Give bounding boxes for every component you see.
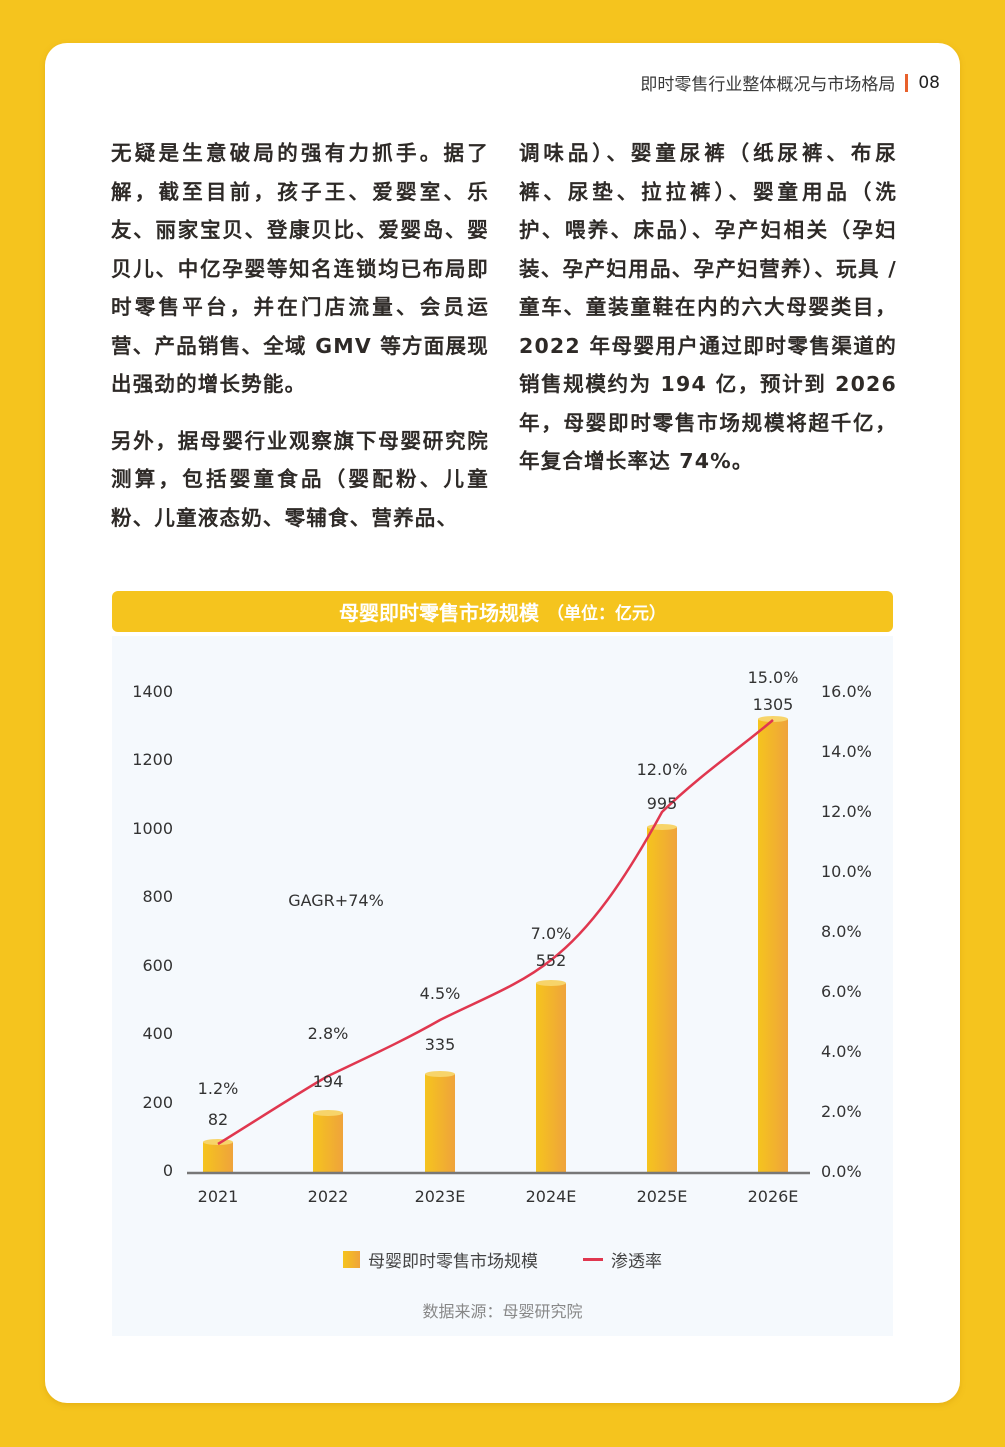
bar-value: 194 bbox=[313, 1072, 344, 1091]
rate-value: 7.0% bbox=[531, 924, 572, 943]
rate-value: 12.0% bbox=[637, 760, 688, 779]
bar-value-labels: 82 194 335 552 995 1305 bbox=[208, 695, 794, 1129]
tick-label: 16.0% bbox=[821, 682, 872, 701]
tick-label: 1000 bbox=[132, 819, 173, 838]
paragraph: 另外，据母婴行业观察旗下母婴研究院测算，包括婴童食品（婴配粉、儿童粉、儿童液态奶… bbox=[111, 428, 489, 530]
bar-2023E bbox=[425, 1074, 455, 1173]
right-axis: 16.0% 14.0% 12.0% 10.0% 8.0% 6.0% 4.0% 2… bbox=[821, 682, 872, 1181]
page-header: 即时零售行业整体概况与市场格局 08 bbox=[640, 70, 940, 96]
tick-label: 14.0% bbox=[821, 742, 872, 761]
bar-2022 bbox=[313, 1113, 343, 1173]
chart-title-bar: 母婴即时零售市场规模 （单位：亿元） bbox=[112, 591, 893, 632]
header-divider bbox=[905, 73, 909, 92]
tick-label: 2.0% bbox=[821, 1102, 862, 1121]
category-label: 2025E bbox=[637, 1187, 688, 1206]
bar-legend-swatch bbox=[343, 1251, 360, 1268]
data-source: 数据来源：母婴研究院 bbox=[422, 1302, 583, 1321]
category-label: 2024E bbox=[526, 1187, 577, 1206]
cagr-annotation: GAGR+74% bbox=[288, 891, 384, 910]
section-title: 即时零售行业整体概况与市场格局 bbox=[640, 75, 896, 95]
tick-label: 0 bbox=[163, 1161, 173, 1180]
chart-title: 母婴即时零售市场规模 bbox=[339, 601, 539, 625]
tick-label: 600 bbox=[142, 956, 173, 975]
bar-2026E bbox=[758, 719, 788, 1173]
tick-label: 200 bbox=[142, 1093, 173, 1112]
bar-value: 552 bbox=[536, 951, 567, 970]
tick-label: 0.0% bbox=[821, 1162, 862, 1181]
rate-value: 15.0% bbox=[748, 668, 799, 687]
bar-value: 1305 bbox=[753, 695, 794, 714]
category-label: 2022 bbox=[308, 1187, 349, 1206]
line-legend-swatch bbox=[583, 1258, 603, 1261]
category-label: 2023E bbox=[415, 1187, 466, 1206]
bars bbox=[203, 716, 788, 1173]
left-axis: 1400 1200 1000 800 600 400 200 0 bbox=[132, 682, 173, 1180]
line-legend-label: 渗透率 bbox=[611, 1252, 662, 1272]
tick-label: 8.0% bbox=[821, 922, 862, 941]
rate-value: 2.8% bbox=[308, 1024, 349, 1043]
bar-value: 335 bbox=[425, 1035, 456, 1054]
rate-value: 1.2% bbox=[198, 1079, 239, 1098]
paragraph: 调味品）、婴童尿裤（纸尿裤、布尿裤、尿垫、拉拉裤）、婴童用品（洗护、喂养、床品）… bbox=[519, 141, 897, 473]
chart-legend: 母婴即时零售市场规模 渗透率 bbox=[0, 1247, 1005, 1272]
category-label: 2021 bbox=[198, 1187, 239, 1206]
tick-label: 6.0% bbox=[821, 982, 862, 1001]
paragraph: 无疑是生意破局的强有力抓手。据了解，截至目前，孩子王、爱婴室、乐友、丽家宝贝、登… bbox=[111, 141, 489, 396]
tick-label: 400 bbox=[142, 1024, 173, 1043]
tick-label: 12.0% bbox=[821, 802, 872, 821]
rate-value: 4.5% bbox=[420, 984, 461, 1003]
bar-2024E bbox=[536, 983, 566, 1173]
rate-labels: 1.2% 2.8% 4.5% 7.0% 12.0% 15.0% bbox=[198, 668, 799, 1098]
text-column-right: 调味品）、婴童尿裤（纸尿裤、布尿裤、尿垫、拉拉裤）、婴童用品（洗护、喂养、床品）… bbox=[519, 134, 897, 499]
bar-2025E bbox=[647, 827, 677, 1173]
bar-legend-label: 母婴即时零售市场规模 bbox=[368, 1252, 538, 1272]
tick-label: 1200 bbox=[132, 750, 173, 769]
bar-value: 995 bbox=[647, 794, 678, 813]
tick-label: 4.0% bbox=[821, 1042, 862, 1061]
tick-label: 800 bbox=[142, 887, 173, 906]
category-label: 2026E bbox=[748, 1187, 799, 1206]
text-column-left: 无疑是生意破局的强有力抓手。据了解，截至目前，孩子王、爱婴室、乐友、丽家宝贝、登… bbox=[111, 134, 489, 555]
page-number: 08 bbox=[918, 72, 940, 93]
tick-label: 10.0% bbox=[821, 862, 872, 881]
bar-2021 bbox=[203, 1142, 233, 1173]
x-axis-labels: 2021 2022 2023E 2024E 2025E 2026E bbox=[198, 1187, 799, 1206]
bar-value: 82 bbox=[208, 1110, 228, 1129]
chart-unit: （单位：亿元） bbox=[547, 604, 666, 624]
tick-label: 1400 bbox=[132, 682, 173, 701]
penetration-rate-line bbox=[217, 719, 774, 1146]
